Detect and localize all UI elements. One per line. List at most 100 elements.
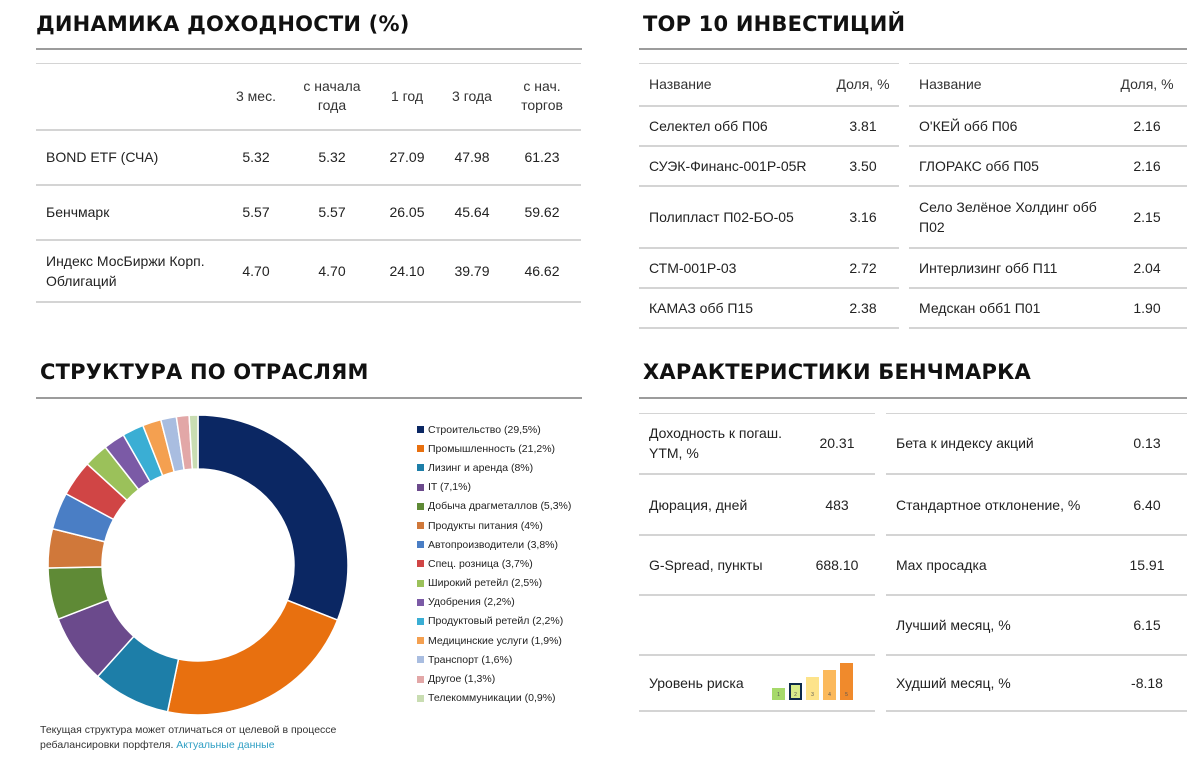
table-row: СУЭК-Финанс-001Р-05R 3.50 (639, 144, 899, 186)
table-row: Селектел обб П06 3.81 (639, 104, 899, 146)
legend-swatch (417, 675, 424, 683)
benchmark-value: 6.40 (1107, 474, 1187, 536)
table-row: Дюрация, дней 483 (639, 474, 875, 536)
holding-name: ГЛОРАКС обб П05 (909, 144, 1107, 186)
returns-title: ДИНАМИКА ДОХОДНОСТИ (%) (36, 12, 410, 36)
risk-level-bar: 4 (823, 670, 836, 700)
table-row: Стандартное отклонение, % 6.40 (886, 474, 1187, 536)
legend-label: Лизинг и аренда (8%) (428, 461, 534, 474)
top10-header-name: Название (649, 76, 712, 93)
returns-header-3m: 3 мес. (236, 87, 276, 104)
legend-swatch (417, 541, 424, 549)
legend-label: Медицинские услуги (1,9%) (428, 634, 562, 647)
legend-item: Лизинг и аренда (8%) (417, 458, 571, 477)
table-row: Худший месяц, % -8.18 (886, 655, 1187, 712)
returns-row-name: Бенчмарк (36, 183, 221, 240)
legend-swatch (417, 483, 424, 491)
holding-name: Селектел обб П06 (639, 104, 827, 146)
legend-swatch (417, 464, 424, 472)
top10-title-rule (639, 48, 1187, 50)
benchmark-label: Уровень риска (639, 655, 799, 712)
donut-slice (188, 414, 199, 470)
top10-header-row: Название Доля, % (639, 64, 899, 106)
table-row: Доходность к погаш. YTM, % 20.31 (639, 413, 875, 475)
benchmark-value: 20.31 (799, 413, 875, 475)
returns-table: 3 мес. с начала года 1 год 3 года с нач.… (36, 63, 581, 303)
table-row: Интерлизинг обб П11 2.04 (909, 246, 1187, 288)
benchmark-label: G-Spread, пункты (639, 535, 799, 596)
legend-label: Удобрения (2,2%) (428, 596, 515, 609)
returns-header-1y: 1 год (390, 87, 424, 104)
benchmark-value: 688.10 (799, 535, 875, 596)
top10-header-share: Доля, % (836, 76, 890, 93)
legend-label: Телекоммуникации (0,9%) (428, 692, 556, 705)
returns-cell: 5.32 (221, 128, 291, 185)
table-row: Медскан обб1 П01 1.90 (909, 286, 1187, 329)
legend-item: Транспорт (1,6%) (417, 650, 571, 669)
benchmark-label: Бета к индексу акций (886, 413, 1107, 475)
current-data-link[interactable]: Актуальные данные (176, 739, 275, 751)
holding-share: 3.81 (827, 104, 899, 146)
legend-swatch (417, 656, 424, 664)
benchmark-right-table: Бета к индексу акций 0.13 Стандартное отк… (886, 413, 1187, 712)
benchmark-label: Max просадка (886, 535, 1107, 596)
table-row: КАМАЗ обб П15 2.38 (639, 286, 899, 329)
holding-name: О'КЕЙ обб П06 (909, 104, 1107, 146)
legend-label: Другое (1,3%) (428, 673, 496, 686)
holding-share: 2.16 (1107, 104, 1187, 146)
returns-cell: 24.10 (373, 238, 441, 303)
holding-share: 1.90 (1107, 286, 1187, 329)
legend-swatch (417, 598, 424, 606)
benchmark-left-table: Доходность к погаш. YTM, % 20.31 Дюрация,… (639, 413, 875, 712)
legend-item: Телекоммуникации (0,9%) (417, 689, 571, 708)
benchmark-label: Худший месяц, % (886, 655, 1107, 712)
risk-level-bar: 5 (840, 663, 853, 700)
top10-header-share: Доля, % (1120, 76, 1174, 93)
donut-slice (197, 414, 349, 622)
legend-label: Автопроизводители (3,8%) (428, 538, 559, 551)
returns-cell: 5.57 (221, 183, 291, 240)
legend-item: Добыча драгметаллов (5,3%) (417, 497, 571, 516)
returns-title-rule (36, 48, 582, 50)
legend-label: Транспорт (1,6%) (428, 653, 513, 666)
sectors-title: СТРУКТУРА ПО ОТРАСЛЯМ (40, 360, 369, 384)
table-row: Max просадка 15.91 (886, 535, 1187, 596)
legend-swatch (417, 617, 424, 625)
legend-item: Строительство (29,5%) (417, 420, 571, 439)
holding-share: 2.38 (827, 286, 899, 329)
benchmark-value: 15.91 (1107, 535, 1187, 596)
risk-level-bar: 2 (789, 683, 802, 700)
returns-header-row: 3 мес. с начала года 1 год 3 года с нач.… (36, 64, 581, 130)
legend-swatch (417, 560, 424, 568)
top10-header-name: Название (919, 76, 982, 93)
holding-name: Интерлизинг обб П11 (909, 246, 1107, 288)
table-row: Бенчмарк 5.57 5.57 26.05 45.64 59.62 (36, 183, 581, 240)
legend-label: Промышленность (21,2%) (428, 442, 556, 455)
risk-level-bar: 1 (772, 688, 785, 700)
benchmark-value: 483 (799, 474, 875, 536)
benchmark-title-rule (639, 397, 1187, 399)
table-row: Лучший месяц, % 6.15 (886, 595, 1187, 656)
legend-swatch (417, 502, 424, 510)
returns-header-ytd: с начала года (303, 78, 361, 114)
table-row (639, 595, 875, 656)
benchmark-title: ХАРАКТЕРИСТИКИ БЕНЧМАРКА (643, 360, 1031, 384)
legend-item: Широкий ретейл (2,5%) (417, 574, 571, 593)
benchmark-label (639, 595, 799, 656)
sector-donut-chart (47, 414, 349, 716)
legend-label: Широкий ретейл (2,5%) (428, 577, 543, 590)
holding-name: КАМАЗ обб П15 (639, 286, 827, 329)
benchmark-value: 6.15 (1107, 595, 1187, 656)
holding-name: Полипласт П02-БО-05 (639, 184, 827, 248)
legend-item: Промышленность (21,2%) (417, 439, 571, 458)
sectors-title-rule (36, 397, 582, 399)
legend-label: Продуктовый ретейл (2,2%) (428, 615, 564, 628)
legend-label: Продукты питания (4%) (428, 519, 543, 532)
benchmark-label: Лучший месяц, % (886, 595, 1107, 656)
table-row: Полипласт П02-БО-05 3.16 (639, 184, 899, 248)
returns-row-name: Индекс МосБиржи Корп. Облигаций (36, 238, 221, 303)
legend-swatch (417, 426, 424, 434)
returns-cell: 47.98 (441, 128, 503, 185)
returns-header-inception: с нач. торгов (521, 78, 563, 114)
holding-share: 2.72 (827, 246, 899, 288)
